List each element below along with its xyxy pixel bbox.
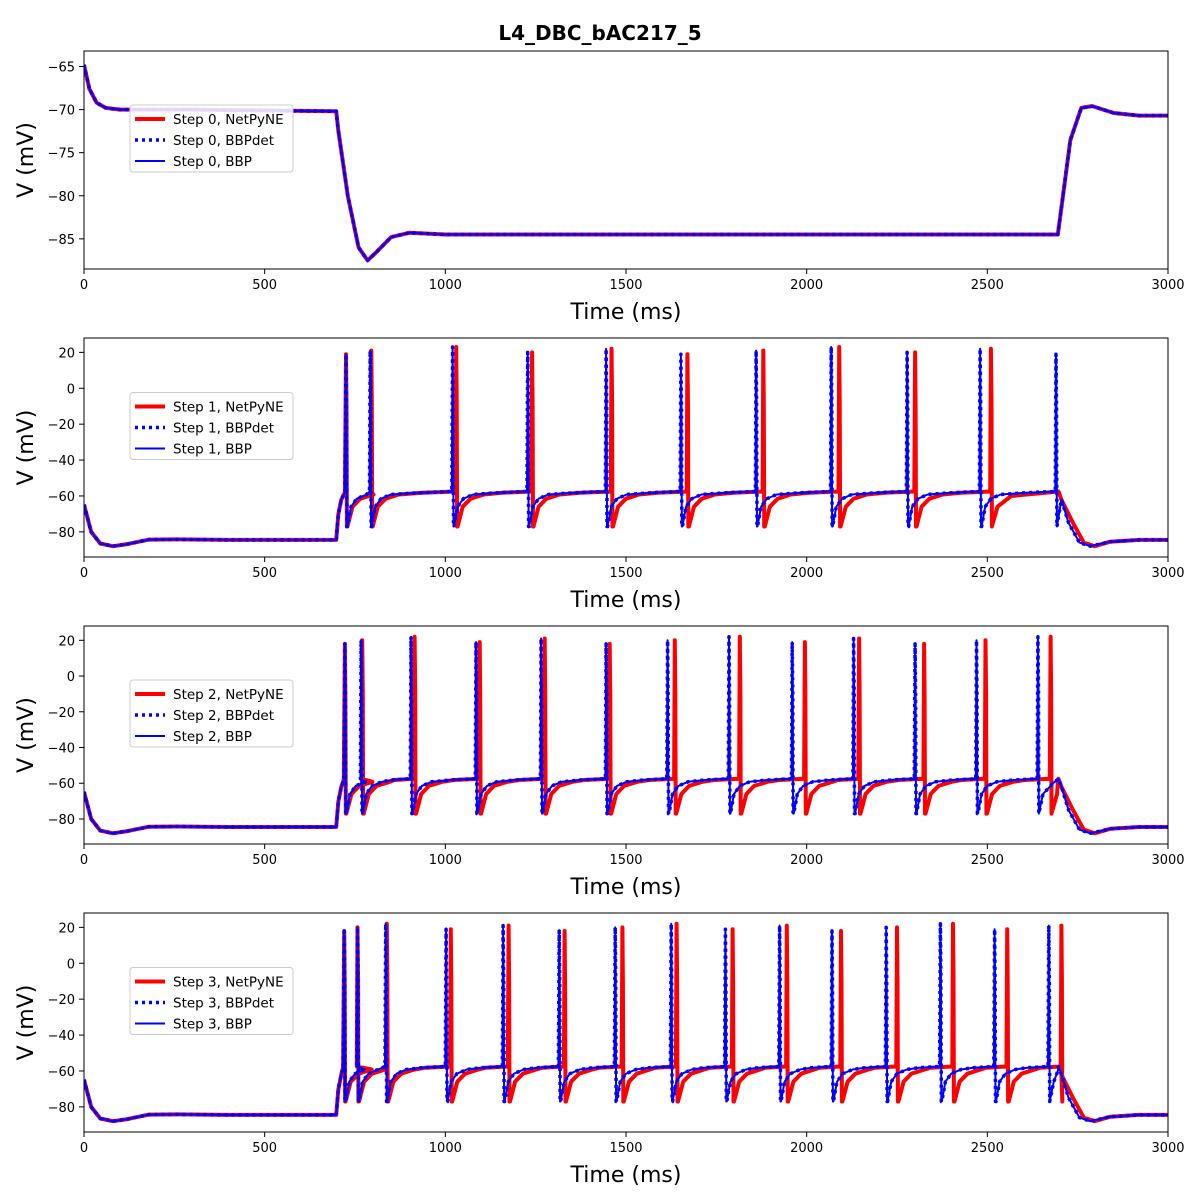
- legend-label: Step 1, BBPdet: [173, 421, 274, 437]
- y-tick-label: 20: [58, 346, 75, 361]
- x-tick-label: 3000: [1151, 566, 1184, 581]
- legend-box: [129, 679, 294, 748]
- x-tick-label: 500: [252, 853, 277, 868]
- y-axis-label: V (mV): [14, 697, 39, 773]
- x-axis-label: Time (ms): [570, 300, 682, 325]
- x-axis-label: Time (ms): [570, 875, 682, 900]
- x-tick-label: 2500: [971, 1141, 1004, 1156]
- series-lines: [84, 345, 1168, 549]
- x-tick-label: 2000: [790, 853, 823, 868]
- x-tick-label: 500: [252, 1141, 277, 1156]
- y-tick-label: −20: [48, 706, 75, 721]
- series-lines: [84, 634, 1168, 836]
- y-tick-label: 20: [58, 634, 75, 649]
- y-tick-label: −80: [48, 526, 75, 541]
- y-tick-label: −80: [48, 1101, 75, 1116]
- series-line: [84, 345, 1168, 549]
- x-tick-label: 2500: [971, 566, 1004, 581]
- chart-panel-step-2: 0 500 1000 1500 2000 2500 3000 −80 −60 −40 −20 0 20 T…: [14, 625, 1185, 900]
- x-tick-label: 1000: [429, 566, 462, 581]
- y-tick-label: −60: [48, 490, 75, 505]
- x-axis-label: Time (ms): [570, 588, 682, 613]
- series-lines: [84, 64, 1168, 263]
- y-tick-label: −70: [48, 104, 75, 119]
- legend-label: Step 0, NetPyNE: [173, 112, 284, 128]
- x-tick-label: 2000: [790, 1141, 823, 1156]
- x-axis-label: Time (ms): [570, 1163, 682, 1188]
- y-tick-label: −40: [48, 742, 75, 757]
- y-tick-label: −65: [48, 61, 75, 76]
- x-tick-label: 1000: [429, 853, 462, 868]
- series-line: [84, 921, 1168, 1124]
- y-tick-label: −60: [48, 1065, 75, 1080]
- x-tick-label: 500: [252, 566, 277, 581]
- legend-label: Step 2, NetPyNE: [173, 687, 284, 703]
- legend-label: Step 0, BBP: [173, 154, 252, 170]
- x-tick-label: 3000: [1151, 1141, 1184, 1156]
- y-tick-label: −80: [48, 190, 75, 205]
- chart-panel-step-1: 0 500 1000 1500 2000 2500 3000 −80 −60 −40 −20 0 20 T…: [14, 337, 1185, 613]
- y-axis-label: V (mV): [14, 410, 39, 486]
- y-tick-label: −20: [48, 993, 75, 1008]
- legend-label: Step 3, BBPdet: [173, 996, 274, 1012]
- series-line: [84, 64, 1168, 262]
- y-tick-label: 0: [67, 957, 75, 972]
- x-tick-label: 0: [80, 278, 88, 293]
- y-tick-label: −75: [48, 147, 75, 162]
- y-axis-label: V (mV): [14, 985, 39, 1061]
- figure-title: L4_DBC_bAC217_5: [498, 21, 701, 45]
- y-axis-label: V (mV): [14, 122, 39, 198]
- x-tick-label: 3000: [1151, 853, 1184, 868]
- y-tick-label: 0: [67, 670, 75, 685]
- series-line: [84, 346, 1168, 548]
- x-tick-label: 1000: [429, 1141, 462, 1156]
- y-tick-label: −85: [48, 233, 75, 248]
- x-tick-label: 1000: [429, 278, 462, 293]
- y-tick-label: −40: [48, 454, 75, 469]
- series-lines: [84, 921, 1168, 1124]
- y-tick-label: 0: [67, 382, 75, 397]
- legend-label: Step 1, BBP: [173, 442, 252, 458]
- x-tick-label: 3000: [1151, 278, 1184, 293]
- legend-label: Step 3, BBP: [173, 1017, 252, 1033]
- legend-box: [129, 104, 294, 173]
- legend-box: [129, 392, 294, 460]
- x-tick-label: 1500: [609, 278, 642, 293]
- x-tick-label: 0: [80, 1141, 88, 1156]
- series-line: [84, 635, 1168, 835]
- series-line: [84, 922, 1168, 1123]
- x-tick-label: 2000: [790, 566, 823, 581]
- legend-label: Step 2, BBP: [173, 729, 252, 745]
- chart-panels: 0 500 1000 1500 2000 2500 3000−85−80−75−70−65T…: [14, 50, 1185, 1188]
- y-tick-label: 20: [58, 921, 75, 936]
- chart-panel-step-3: 0 500 1000 1500 2000 2500 3000 −80 −60 −40 −20 0 20 T…: [14, 912, 1185, 1188]
- x-tick-label: 2000: [790, 278, 823, 293]
- x-tick-label: 1500: [609, 566, 642, 581]
- x-tick-label: 1500: [609, 1141, 642, 1156]
- x-tick-label: 500: [252, 278, 277, 293]
- legend-label: Step 0, BBPdet: [173, 133, 274, 149]
- y-tick-label: −60: [48, 777, 75, 792]
- x-tick-label: 0: [80, 853, 88, 868]
- legend-label: Step 2, BBPdet: [173, 708, 274, 724]
- y-tick-label: −20: [48, 418, 75, 433]
- y-tick-label: −80: [48, 813, 75, 828]
- series-line: [84, 634, 1168, 836]
- y-tick-label: −40: [48, 1029, 75, 1044]
- x-tick-label: 0: [80, 566, 88, 581]
- x-tick-label: 2500: [971, 853, 1004, 868]
- x-tick-label: 1500: [609, 853, 642, 868]
- legend-label: Step 1, NetPyNE: [173, 400, 284, 416]
- legend-label: Step 3, NetPyNE: [173, 975, 284, 991]
- chart-panel-step-0: 0 500 1000 1500 2000 2500 3000 −85 −80 −75 −70 −65 T…: [14, 50, 1185, 325]
- x-tick-label: 2500: [971, 278, 1004, 293]
- legend-box: [129, 967, 294, 1035]
